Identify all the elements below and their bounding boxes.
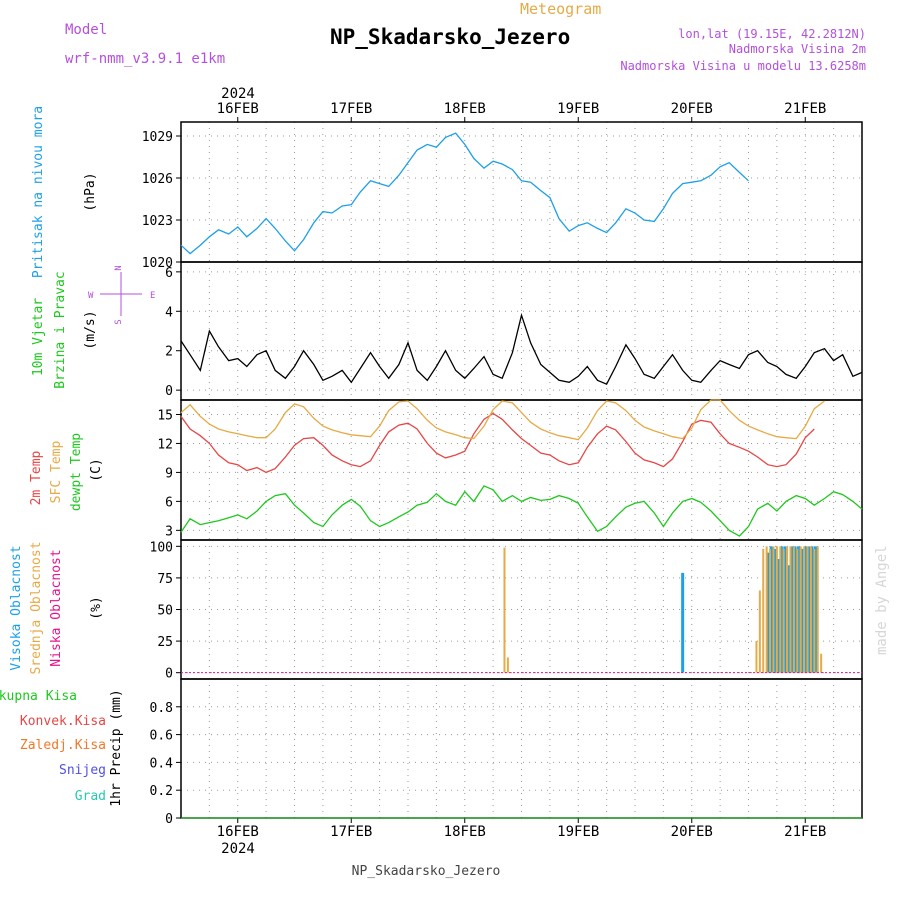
y-tick-label: 1029	[142, 130, 173, 145]
model-name: wrf-nmm_v3.9.1 e1km	[65, 51, 225, 67]
niska-ylabel: Niska Oblacnost	[49, 549, 64, 666]
bottom-day-label: 18FEB	[444, 824, 486, 840]
y-tick-label: 100	[150, 540, 173, 555]
compass-w: W	[88, 291, 94, 301]
compass-n: N	[114, 265, 124, 270]
footer-station: NP_Skadarsko_Jezero	[352, 864, 501, 879]
pressure-unit: (hPa)	[83, 172, 98, 211]
year-label-top: 2024	[221, 86, 255, 102]
y-tick-label: 4	[165, 305, 173, 320]
model-label: Model	[65, 22, 107, 38]
y-tick-label: 0	[165, 384, 173, 399]
top-day-label: 16FEB	[217, 101, 259, 117]
sfctemp-ylabel: SFC Temp	[49, 441, 64, 504]
year-label-bottom: 2024	[221, 841, 255, 857]
wind-unit: (m/s)	[83, 310, 98, 349]
temp2m-ylabel: 2m Temp	[29, 450, 44, 505]
bottom-day-label: 17FEB	[330, 824, 372, 840]
panel-clouds: 0 25 50 75 100	[150, 539, 863, 682]
y-tick-label: 0	[165, 667, 173, 682]
top-day-labels: 16FEB 17FEB 18FEB 19FEB 20FEB 21FEB	[217, 101, 826, 122]
chart-kind: Meteogram	[520, 0, 601, 18]
visoka-ylabel: Visoka Oblacnost	[9, 545, 24, 670]
y-tick-label: 0.8	[150, 701, 173, 716]
station-title: NP_Skadarsko_Jezero	[330, 25, 570, 49]
model-altitude-label: Nadmorska Visina u modelu 13.6258m	[620, 59, 866, 73]
wind-ylabel-2: Brzina i Pravac	[53, 271, 68, 388]
legend-grad: Grad	[75, 789, 106, 804]
series-dewpt	[180, 485, 863, 537]
panel-frame	[180, 261, 863, 401]
panel-pressure: 1020 1023 1026 1029	[142, 121, 863, 271]
compass-s: S	[114, 319, 124, 324]
series-wind_black	[180, 312, 863, 386]
precip-ylabel: 1hr Precip (mm)	[109, 689, 124, 806]
dewpt-ylabel: dewpt Temp	[69, 433, 84, 511]
panel-precip: 0 0.2 0.4 0.6 0.8	[150, 678, 863, 827]
y-tick-label: 1026	[142, 172, 173, 187]
y-tick-label: 0	[165, 812, 173, 827]
legend-snijeg: Snijeg	[59, 763, 106, 778]
srednja-ylabel: Srednja Oblacnost	[29, 541, 44, 674]
lonlat-label: lon,lat (19.15E, 42.2812N)	[678, 27, 866, 41]
y-tick-label: 25	[157, 635, 173, 650]
panel-frame	[180, 399, 863, 541]
altitude-label: Nadmorska Visina 2m	[729, 42, 866, 56]
bottom-day-label: 19FEB	[557, 824, 599, 840]
top-day-label: 18FEB	[444, 101, 486, 117]
series-sfctemp	[180, 399, 825, 441]
legend-ukupna: Ukupna Kisa	[0, 689, 77, 704]
y-tick-label: 6	[165, 266, 173, 281]
y-tick-label: 50	[157, 604, 173, 619]
series-temp2m	[180, 412, 815, 474]
y-tick-label: 6	[165, 495, 173, 510]
panels: 1020 1023 1026 1029 0 2 4 6 3 6 9 12 15 0 25 50 75 100 0 0.…	[142, 121, 863, 827]
temp-unit: (C)	[89, 458, 104, 481]
y-tick-label: 0.4	[150, 756, 174, 771]
credit-label: made by Angel	[874, 545, 890, 655]
top-day-label: 19FEB	[557, 101, 599, 117]
y-tick-label: 1020	[142, 256, 173, 271]
panel-temperature: 3 6 9 12 15	[157, 399, 863, 541]
panel-frame	[180, 121, 863, 263]
legend-zaledj: Zaledj.Kisa	[20, 738, 106, 753]
series-pressure	[180, 132, 749, 255]
wind-ylabel-1: 10m Vjetar	[31, 298, 46, 376]
wind-compass: W E N S	[88, 265, 155, 324]
top-day-label: 17FEB	[330, 101, 372, 117]
panel-wind: 0 2 4 6	[165, 261, 863, 401]
compass-e: E	[150, 291, 155, 301]
y-tick-label: 0.6	[150, 729, 173, 744]
y-tick-label: 3	[165, 524, 173, 539]
y-tick-label: 9	[165, 466, 173, 481]
top-day-label: 20FEB	[671, 101, 713, 117]
y-tick-label: 1023	[142, 214, 173, 229]
y-tick-label: 12	[157, 437, 173, 452]
y-tick-label: 2	[165, 345, 173, 360]
bottom-day-label: 16FEB	[217, 824, 259, 840]
top-day-label: 21FEB	[784, 101, 826, 117]
bottom-day-label: 20FEB	[671, 824, 713, 840]
bottom-day-labels: 16FEB 17FEB 18FEB 19FEB 20FEB 21FEB	[217, 818, 826, 840]
bottom-day-label: 21FEB	[784, 824, 826, 840]
clouds-unit: (%)	[89, 596, 104, 619]
y-tick-label: 0.2	[150, 784, 173, 799]
panel-frame	[180, 678, 863, 819]
y-tick-label: 75	[157, 572, 173, 587]
y-tick-label: 15	[157, 408, 173, 423]
legend-konvek: Konvek.Kisa	[20, 714, 106, 729]
pressure-ylabel: Pritisak na nivou mora	[31, 106, 46, 278]
